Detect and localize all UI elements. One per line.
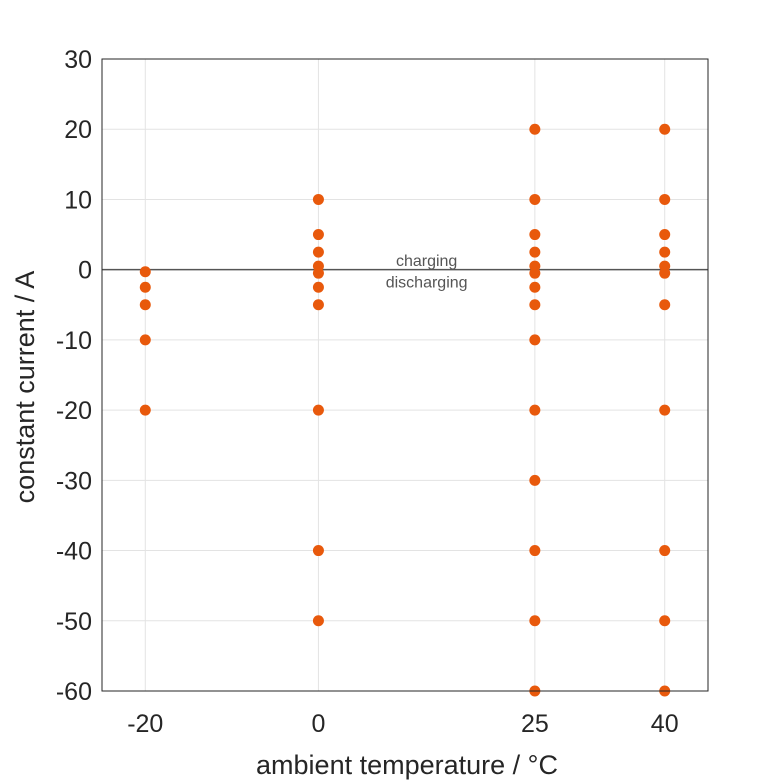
y-tick-label: 20 xyxy=(64,116,92,144)
grid xyxy=(102,58,708,692)
y-tick-label: 10 xyxy=(64,186,92,214)
annotations: charging discharging xyxy=(386,253,468,291)
annotation-discharging: discharging xyxy=(386,274,468,291)
data-point xyxy=(529,474,541,486)
y-tick-label: -10 xyxy=(56,327,92,355)
data-point xyxy=(312,299,324,311)
data-point xyxy=(312,615,324,627)
data-point xyxy=(312,404,324,416)
data-point xyxy=(139,404,151,416)
y-tick-label: -60 xyxy=(56,678,92,706)
data-point xyxy=(529,267,541,279)
data-point xyxy=(659,229,671,241)
plot-frame xyxy=(101,58,709,692)
data-point xyxy=(529,299,541,311)
data-points xyxy=(139,123,671,697)
annotation-charging: charging xyxy=(396,253,457,270)
data-point xyxy=(312,246,324,258)
data-point xyxy=(659,404,671,416)
x-tick-label: 0 xyxy=(311,710,325,738)
data-point xyxy=(139,299,151,311)
data-point xyxy=(312,267,324,279)
data-point xyxy=(312,229,324,241)
y-tick-label: -40 xyxy=(56,538,92,566)
data-point xyxy=(312,545,324,557)
data-point xyxy=(659,246,671,258)
y-tick-label: 30 xyxy=(64,46,92,74)
data-point xyxy=(529,229,541,241)
data-point xyxy=(529,615,541,627)
y-tick-label: -50 xyxy=(56,608,92,636)
data-point xyxy=(312,193,324,205)
y-tick-label: -20 xyxy=(56,397,92,425)
data-point xyxy=(659,615,671,627)
data-point xyxy=(139,281,151,293)
data-point xyxy=(659,545,671,557)
y-tick-label: 0 xyxy=(78,257,92,285)
data-point xyxy=(529,334,541,346)
data-point xyxy=(529,193,541,205)
data-point xyxy=(139,334,151,346)
x-tick-label: 25 xyxy=(521,710,549,738)
data-point xyxy=(312,281,324,293)
data-point xyxy=(659,193,671,205)
x-tick-label: 40 xyxy=(651,710,679,738)
data-point xyxy=(529,123,541,135)
x-axis-label: ambient temperature / °C xyxy=(256,750,558,780)
data-point xyxy=(659,299,671,311)
data-point xyxy=(659,123,671,135)
x-tick-labels: -20 0 25 40 xyxy=(127,710,678,738)
data-point xyxy=(139,266,151,278)
data-point xyxy=(529,246,541,258)
data-point xyxy=(529,404,541,416)
data-point xyxy=(659,267,671,279)
y-tick-labels: 30 20 10 0 -10 -20 -30 -40 -50 -60 xyxy=(56,46,92,706)
x-tick-label: -20 xyxy=(127,710,163,738)
y-axis-label: constant current / A xyxy=(10,271,40,504)
y-tick-label: -30 xyxy=(56,467,92,495)
data-point xyxy=(529,545,541,557)
data-point xyxy=(529,281,541,293)
